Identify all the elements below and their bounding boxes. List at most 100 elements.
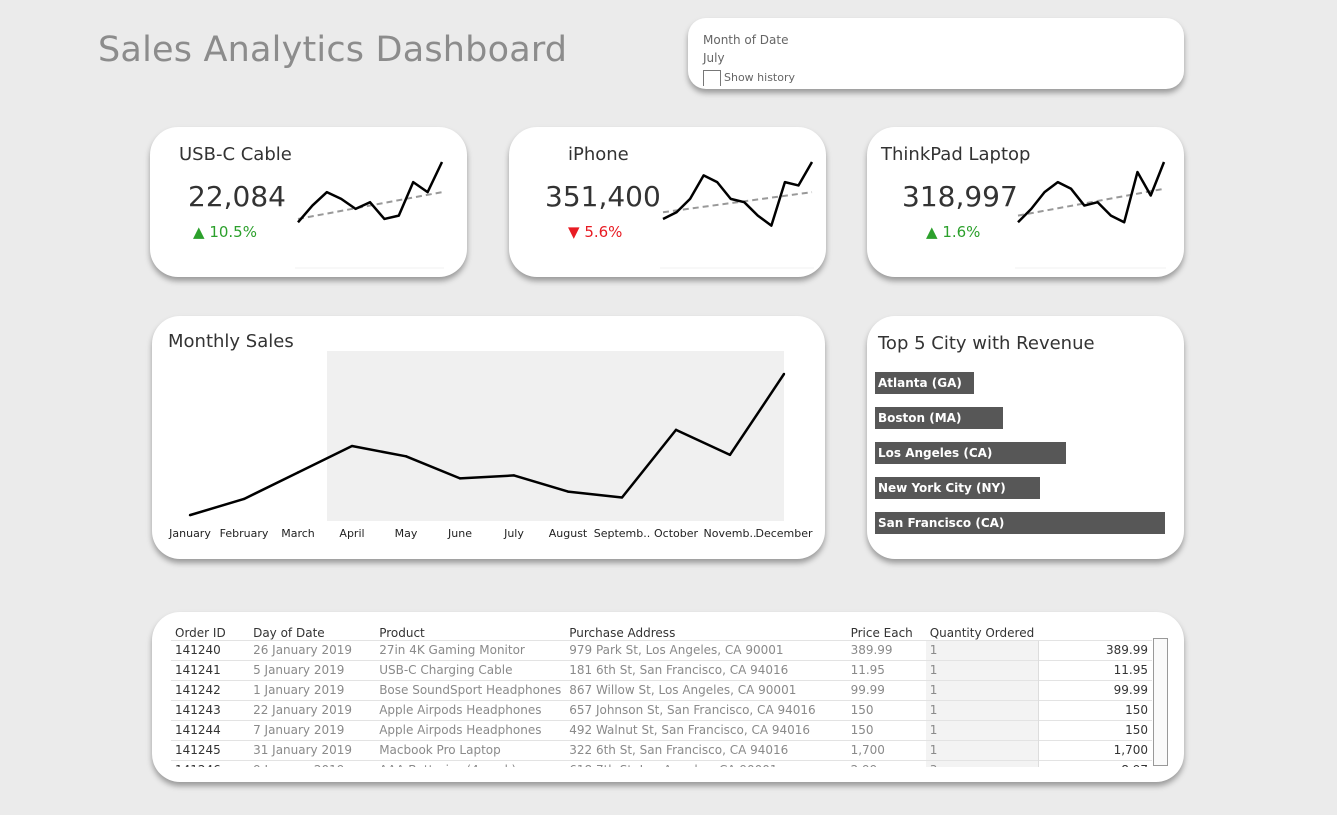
data-point-6 <box>512 474 516 477</box>
table-cell: 9 January 2019 <box>249 759 376 767</box>
up-arrow-icon: ▲ <box>926 223 938 241</box>
kpi-title: USB-C Cable <box>179 144 292 165</box>
table-cell: USB-C Charging Cable <box>375 659 566 680</box>
table-cell: 322 6th St, San Francisco, CA 94016 <box>565 739 847 760</box>
data-point-7 <box>566 490 570 493</box>
table-row[interactable]: 141243 22 January 2019 Apple Airpods Headp… <box>171 699 1152 720</box>
table-row[interactable]: 141242 1 January 2019 Bose SoundSport Head… <box>171 679 1152 700</box>
x-tick-label: May <box>395 527 418 540</box>
table-cell: 141244 <box>171 719 250 740</box>
table-cell: 1,700 <box>1037 739 1152 760</box>
kpi-card-thinkpad-laptop: ThinkPad Laptop 318,997 ▲ 1.6% <box>867 127 1184 277</box>
city-bar-label: Atlanta (GA) <box>878 376 962 390</box>
x-tick-label: October <box>654 527 698 540</box>
show-history-checkbox[interactable] <box>703 70 721 86</box>
x-tick-label: July <box>503 527 524 540</box>
orders-table: Order ID Day of Date Product Purchase Addre… <box>171 622 1152 767</box>
table-cell: 7 January 2019 <box>249 719 376 740</box>
column-header[interactable]: Price Each <box>850 625 913 640</box>
table-cell: 141241 <box>171 659 250 680</box>
column-header[interactable] <box>1038 622 1152 640</box>
x-tick-label: March <box>281 527 315 540</box>
table-cell: 1 January 2019 <box>249 679 376 700</box>
table-cell: 389.99 <box>1037 639 1152 660</box>
table-cell: 141245 <box>171 739 250 760</box>
table-cell: 150 <box>846 699 926 720</box>
x-tick-label: Novemb.. <box>704 527 757 540</box>
city-bar-label: Boston (MA) <box>878 411 962 425</box>
table-cell: 389.99 <box>846 639 926 660</box>
kpi-change: ▲ 10.5% <box>193 223 257 241</box>
data-point-2 <box>296 471 300 474</box>
table-row[interactable]: 141245 31 January 2019 Macbook Pro Laptop 3… <box>171 739 1152 760</box>
table-scrollbar[interactable] <box>1153 638 1168 766</box>
monthly-sales-card: Monthly Sales January February March April M… <box>152 316 825 559</box>
table-cell: 8.97 <box>1037 759 1152 767</box>
x-tick-label: December <box>755 527 813 540</box>
table-cell: 618 7th St, Los Angeles, CA 90001 <box>565 759 847 767</box>
kpi-value: 351,400 <box>545 180 661 213</box>
kpi-change: ▲ 1.6% <box>926 223 980 241</box>
table-cell: 181 6th St, San Francisco, CA 94016 <box>565 659 847 680</box>
kpi-title: ThinkPad Laptop <box>881 144 1031 165</box>
column-header[interactable]: Quantity Ordered <box>929 625 1035 640</box>
table-cell: 867 Willow St, Los Angeles, CA 90001 <box>565 679 847 700</box>
x-tick-label: Septemb.. <box>594 527 651 540</box>
kpi-change-value: 5.6% <box>584 223 623 241</box>
city-bar[interactable]: Los Angeles (CA) <box>875 442 1066 464</box>
x-tick-label: January <box>168 527 211 540</box>
table-cell: Apple Airpods Headphones <box>375 719 566 740</box>
table-cell: 22 January 2019 <box>249 699 376 720</box>
month-filter[interactable]: Month of Date July Show history <box>688 18 1184 89</box>
sparkline-chart <box>1015 161 1166 269</box>
data-point-1 <box>242 497 246 501</box>
table-cell: 1 <box>925 639 1039 660</box>
kpi-card-iphone: iPhone 351,400 ▼ 5.6% <box>509 127 826 277</box>
filter-label: Month of Date <box>703 33 789 47</box>
show-history-label[interactable]: Show history <box>724 71 796 84</box>
column-header[interactable]: Product <box>379 625 425 640</box>
data-point-0 <box>188 513 192 517</box>
table-cell: 1 <box>925 699 1039 720</box>
sparkline <box>662 161 814 227</box>
down-arrow-icon: ▼ <box>568 223 580 241</box>
city-bar[interactable]: San Francisco (CA) <box>875 512 1165 534</box>
data-point-10 <box>728 453 732 457</box>
table-row[interactable]: 141241 5 January 2019 USB-C Charging Cable… <box>171 659 1152 680</box>
table-cell: 99.99 <box>1037 679 1152 700</box>
table-cell: 150 <box>1037 699 1152 720</box>
table-cell: Macbook Pro Laptop <box>375 739 566 760</box>
table-row[interactable]: 141240 26 January 2019 27in 4K Gaming Moni… <box>171 639 1152 660</box>
monthly-sales-title: Monthly Sales <box>168 331 294 352</box>
x-tick-label: April <box>339 527 364 540</box>
kpi-card-usb-c-cable: USB-C Cable 22,084 ▲ 10.5% <box>150 127 467 277</box>
data-point-8 <box>620 496 624 499</box>
sparkline-chart <box>660 161 814 269</box>
table-cell: AAA Batteries (4-pack) <box>375 759 566 767</box>
trend-line <box>662 191 813 214</box>
city-bar[interactable]: Boston (MA) <box>875 407 1003 429</box>
top-cities-card: Top 5 City with Revenue Atlanta (GA) Bost… <box>867 316 1184 559</box>
city-bar[interactable]: Atlanta (GA) <box>875 372 974 394</box>
table-cell: 150 <box>846 719 926 740</box>
city-bar-label: San Francisco (CA) <box>878 516 1005 530</box>
table-cell: 492 Walnut St, San Francisco, CA 94016 <box>565 719 847 740</box>
monthly-sales-line <box>189 373 786 517</box>
trend-line <box>297 191 443 220</box>
chart-plot-area <box>327 351 784 521</box>
filter-value[interactable]: July <box>703 51 725 65</box>
kpi-value: 318,997 <box>902 180 1018 213</box>
kpi-value: 22,084 <box>188 180 286 213</box>
table-row[interactable]: 1412469 January 2019AAA Batteries (4-pac… <box>171 759 1152 767</box>
up-arrow-icon: ▲ <box>193 223 205 241</box>
column-header[interactable]: Purchase Address <box>569 625 676 640</box>
column-header[interactable]: Day of Date <box>253 625 325 640</box>
table-row[interactable]: 141244 7 January 2019 Apple Airpods Headph… <box>171 719 1152 740</box>
table-cell: 5 January 2019 <box>249 659 376 680</box>
table-cell: 11.95 <box>846 659 926 680</box>
page-title: Sales Analytics Dashboard <box>98 30 568 70</box>
column-header[interactable]: Order ID <box>175 625 226 640</box>
city-bar[interactable]: New York City (NY) <box>875 477 1040 499</box>
trend-line <box>1017 187 1165 217</box>
table-cell: 1 <box>925 719 1039 740</box>
